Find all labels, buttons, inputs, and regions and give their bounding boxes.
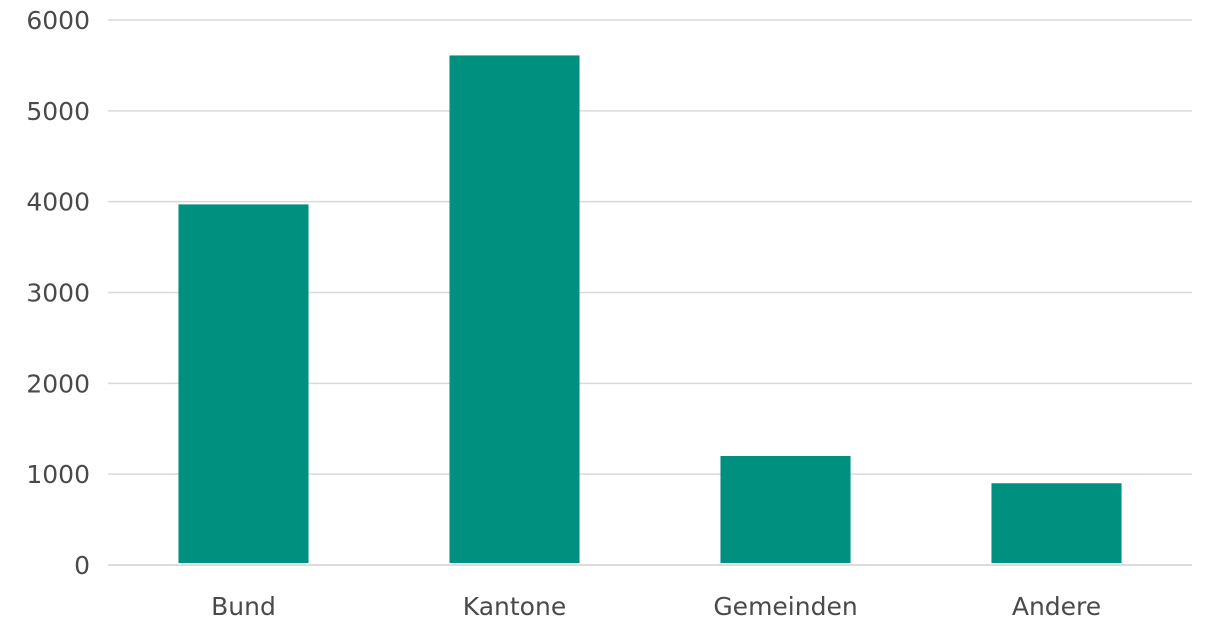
x-category-label-andere: Andere	[1012, 592, 1101, 621]
y-tick-label: 3000	[26, 279, 90, 308]
x-category-label-gemeinden: Gemeinden	[713, 592, 857, 621]
bar-gemeinden	[720, 456, 851, 563]
y-tick-label: 2000	[26, 369, 90, 398]
y-tick-label: 4000	[26, 188, 90, 217]
y-tick-label: 5000	[26, 97, 90, 126]
y-axis-ticks: 0 1000 2000 3000 4000 5000 6000	[26, 6, 90, 580]
x-category-label-bund: Bund	[211, 592, 276, 621]
bar-bund	[178, 204, 309, 563]
bar-kantone	[449, 55, 580, 564]
y-tick-label: 0	[74, 551, 90, 580]
y-tick-label: 1000	[26, 460, 90, 489]
bars	[178, 55, 1122, 564]
bar-andere	[991, 483, 1122, 563]
x-category-label-kantone: Kantone	[463, 592, 566, 621]
x-axis-labels: Bund Kantone Gemeinden Andere	[211, 592, 1101, 621]
y-tick-label: 6000	[26, 6, 90, 35]
